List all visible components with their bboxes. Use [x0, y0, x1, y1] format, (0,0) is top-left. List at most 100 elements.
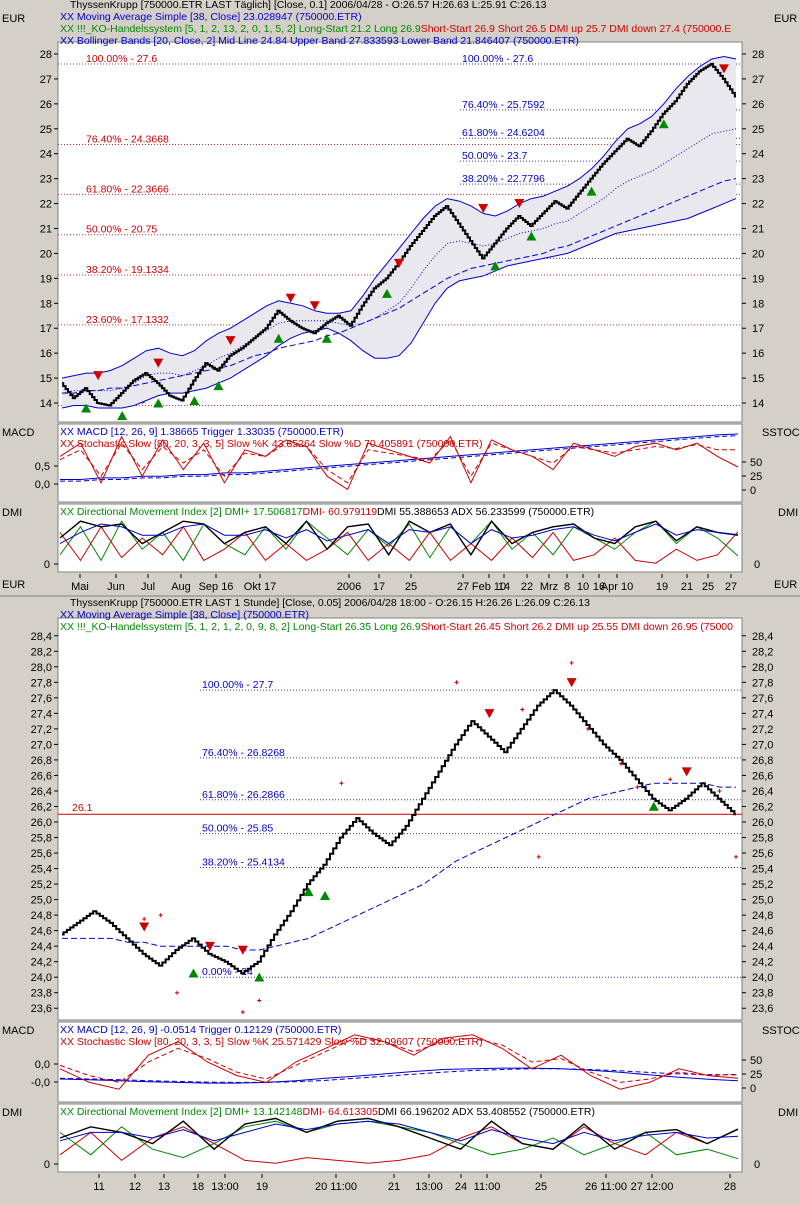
currency-label-left: EUR	[2, 579, 25, 591]
x-tick-label: 13:00	[211, 1181, 239, 1193]
indicator-line-dmi-	[59, 525, 739, 564]
panel-label-left: MACD	[2, 1025, 34, 1037]
plot-area-hourly-macd-stoch	[57, 1021, 743, 1103]
stop-marker	[520, 707, 525, 712]
x-tick-label: 27	[725, 581, 737, 593]
long-signal-marker	[117, 411, 128, 421]
short-signal-marker	[204, 941, 215, 951]
currency-label-right: EUR	[774, 579, 797, 591]
indicator-line-macd	[60, 433, 739, 480]
y-tick-label-left: 26,4	[31, 786, 52, 798]
indicator-line-dmi	[59, 520, 739, 557]
y-tick-label-left: 21	[40, 224, 52, 236]
panel-label-left: DMI	[2, 507, 22, 519]
legend-entry: Short-Start 26.45 Short 26.2 DMI up 25.5…	[421, 621, 733, 633]
y-tick-label-left: 27,6	[31, 693, 52, 705]
tick-label-left: -0,0	[31, 1077, 50, 1089]
x-tick-label: 8	[564, 581, 570, 593]
fib-label-blue: 61.80% - 26.2866	[202, 789, 285, 801]
x-tick-label: 21	[388, 1181, 400, 1193]
indicator-line-dmi	[59, 1117, 739, 1151]
x-tick-label: 25	[702, 581, 714, 593]
y-tick-label-left: 27,4	[31, 708, 52, 720]
long-signal-marker	[320, 890, 331, 900]
long-signal-marker	[254, 972, 265, 982]
indicator-line-slow-d	[59, 1037, 739, 1083]
y-tick-label-left: 26	[40, 99, 52, 111]
fib-label-red: 76.40% - 24.3668	[86, 134, 169, 146]
y-tick-label-left: 27,0	[31, 739, 52, 751]
x-tick-label: 17	[373, 581, 385, 593]
long-signal-marker	[81, 403, 92, 413]
x-tick-label: 11	[93, 1181, 104, 1193]
horizontal-line-label: 26.1	[72, 802, 93, 814]
fib-label-red: 50.00% - 20.75	[86, 224, 157, 236]
tick-label-left: 0,0	[35, 479, 50, 491]
long-signal-marker	[303, 887, 314, 897]
stop-marker	[175, 990, 180, 995]
y-tick-label-left: 24,2	[31, 957, 52, 969]
fib-label-red: 23.60% - 17.1332	[86, 314, 169, 326]
panel-label-left: DMI	[2, 1107, 22, 1119]
long-signal-marker	[648, 801, 659, 811]
indicator-line-adx	[59, 523, 739, 545]
y-tick-label-right: 26	[752, 99, 764, 111]
y-tick-label-left: 14	[40, 398, 52, 410]
y-tick-label-right: 25,8	[752, 833, 773, 845]
tick-label-left: 0	[44, 559, 50, 571]
x-tick-label: 25	[535, 1181, 547, 1193]
fib-label-blue: 76.40% - 25.7592	[462, 99, 545, 111]
legend-entry: XX Directional Movement Index [2] DMI+ 1…	[60, 1106, 303, 1118]
moving-average-line	[62, 178, 737, 394]
tick-label-right-zero: 0	[754, 559, 760, 571]
y-tick-label-left: 24	[40, 149, 52, 161]
stop-marker	[586, 726, 591, 731]
legend-title: ThyssenKrupp [750000.ETR LAST Täglich] […	[70, 0, 547, 11]
y-tick-label-right: 20	[752, 248, 764, 260]
y-tick-label-left: 18	[40, 298, 52, 310]
stop-marker	[635, 785, 640, 790]
stop-marker	[717, 788, 722, 793]
stop-marker	[618, 761, 623, 766]
x-tick-label: Jun	[107, 581, 125, 593]
short-signal-marker	[237, 945, 248, 955]
panel-label-right: DMI	[778, 507, 798, 519]
bollinger-upper-line	[61, 55, 737, 379]
x-tick-label: 25	[405, 581, 417, 593]
x-tick-label: 24	[455, 1181, 467, 1193]
stop-marker	[454, 680, 459, 685]
plot-area-daily-macd-stoch	[57, 423, 743, 503]
fib-label-blue: 100.00% - 27.6	[462, 53, 533, 65]
y-tick-label-right: 22	[752, 199, 764, 211]
y-tick-label-right: 26,4	[752, 786, 773, 798]
short-signal-marker	[139, 922, 150, 932]
short-signal-marker	[484, 709, 495, 719]
tick-label-right: 0	[750, 1083, 756, 1095]
legend-entry: DMI 66.196202 ADX 53.408552 (750000.ETR)	[378, 1106, 595, 1118]
x-tick-label: 27 12:00	[631, 1181, 674, 1193]
long-signal-marker	[586, 186, 597, 196]
y-tick-label-right: 27,8	[752, 677, 773, 689]
tick-label-right-zero: 0	[754, 1159, 760, 1171]
panel-label-right: DMI	[778, 1107, 798, 1119]
x-tick-label: 21	[681, 581, 693, 593]
x-tick-label: Mai	[71, 581, 89, 593]
y-tick-label-right: 14	[752, 398, 764, 410]
short-signal-marker	[566, 678, 577, 688]
long-signal-marker	[188, 968, 199, 978]
y-tick-label-left: 28	[40, 49, 52, 61]
y-tick-label-left: 24,0	[31, 972, 52, 984]
panel-label-right: SSTOC	[762, 427, 800, 439]
y-tick-label-left: 22	[40, 199, 52, 211]
x-tick-label: 13:00	[415, 1181, 443, 1193]
stop-marker	[668, 777, 673, 782]
stop-marker	[158, 913, 163, 918]
stop-marker	[536, 854, 541, 859]
y-tick-label-right: 16	[752, 348, 764, 360]
long-signal-marker	[153, 398, 164, 408]
stop-marker	[734, 854, 738, 859]
x-tick-label: Mrz	[540, 581, 558, 593]
indicator-line-dmi-	[59, 520, 739, 562]
y-tick-label-right: 25	[752, 124, 764, 136]
